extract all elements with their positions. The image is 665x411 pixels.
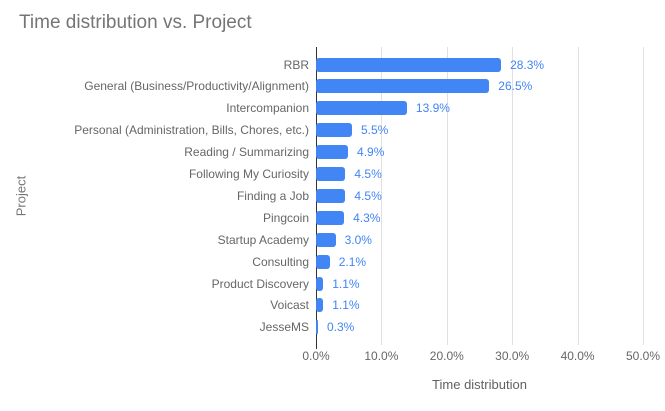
category-row: JesseMS xyxy=(0,317,309,338)
bar-value-label: 13.9% xyxy=(415,101,450,116)
category-label: Personal (Administration, Bills, Chores,… xyxy=(74,123,309,138)
bar xyxy=(316,79,490,94)
x-tick-label: 50.0% xyxy=(625,349,661,363)
bar-row: 4.5% xyxy=(316,164,643,185)
bar-value-label: 2.1% xyxy=(338,254,367,269)
gridline xyxy=(446,47,448,345)
category-label: Product Discovery xyxy=(211,276,309,291)
bar xyxy=(316,145,349,160)
category-row: RBR xyxy=(0,54,309,75)
bar xyxy=(316,298,324,313)
category-row: Finding a Job xyxy=(0,185,309,206)
bar-value-label: 4.3% xyxy=(353,210,381,225)
category-row: Product Discovery xyxy=(0,273,309,294)
category-row: Reading / Summarizing xyxy=(0,142,309,163)
bar xyxy=(316,167,346,182)
bar-row: 1.1% xyxy=(316,295,643,316)
chart-title: Time distribution vs. Project xyxy=(19,12,252,33)
bar-value-label: 1.1% xyxy=(332,276,360,291)
x-tick-label: 0.0% xyxy=(302,349,330,363)
bar-value-label: 26.5% xyxy=(498,79,533,94)
bar xyxy=(316,123,352,138)
bar xyxy=(316,254,330,269)
bar-value-label: 4.5% xyxy=(354,167,382,182)
bar xyxy=(316,276,324,291)
gridline xyxy=(643,47,644,345)
category-row: Consulting xyxy=(0,251,309,272)
bar xyxy=(316,101,407,116)
category-label: General (Business/Productivity/Alignment… xyxy=(84,79,309,94)
bar-row: 0.3% xyxy=(316,317,643,338)
category-row: Intercompanion xyxy=(0,98,309,119)
category-label: Consulting xyxy=(252,254,309,269)
bar xyxy=(316,320,318,335)
x-tick-label: 10.0% xyxy=(364,349,399,363)
category-row: Startup Academy xyxy=(0,229,309,250)
gridline xyxy=(512,47,514,345)
bar xyxy=(316,57,502,72)
bar-row: 3.0% xyxy=(316,229,643,250)
x-axis-tick-labels: 0.0% 10.0% 20.0% 30.0% 40.0% 50.0% xyxy=(302,349,660,363)
bar-row: 1.1% xyxy=(316,273,643,294)
bar-value-label: 28.3% xyxy=(510,57,545,72)
bar-row: 4.5% xyxy=(316,185,643,206)
category-row: Voicast xyxy=(0,295,309,316)
bar-value-label: 4.9% xyxy=(357,145,385,160)
category-row: Personal (Administration, Bills, Chores,… xyxy=(0,120,309,141)
bar-row: 5.5% xyxy=(316,120,643,141)
x-axis-title: Time distribution xyxy=(432,377,527,392)
bar-value-label: 3.0% xyxy=(344,232,372,247)
gridline xyxy=(381,47,383,345)
bar-row: 26.5% xyxy=(316,76,643,97)
bar-row: 4.3% xyxy=(316,207,643,228)
category-label: Voicast xyxy=(270,298,309,313)
category-label: Following My Curiosity xyxy=(188,167,309,182)
category-label: Intercompanion xyxy=(226,101,309,116)
category-label: RBR xyxy=(283,57,309,72)
category-row: General (Business/Productivity/Alignment… xyxy=(0,76,309,97)
bar-row: 28.3% xyxy=(316,54,643,75)
bar xyxy=(316,232,336,247)
bar xyxy=(316,188,346,203)
bar-value-label: 0.3% xyxy=(326,320,355,335)
bar xyxy=(316,210,345,225)
x-tick-label: 40.0% xyxy=(560,349,595,363)
category-label: Pingcoin xyxy=(262,210,309,225)
bar-row: 13.9% xyxy=(316,98,643,119)
category-row: Pingcoin xyxy=(0,207,309,228)
bar-value-label: 1.1% xyxy=(332,298,360,313)
category-label: Startup Academy xyxy=(217,232,309,247)
category-label: Reading / Summarizing xyxy=(184,145,309,160)
plot-area: 28.3% 26.5% 13.9% 5.5% 4.9% 4.5% 4.5% 4.… xyxy=(316,47,644,349)
bar-value-label: 4.5% xyxy=(354,188,382,203)
category-label: JesseMS xyxy=(259,320,309,335)
bar-row: 2.1% xyxy=(316,251,643,272)
x-tick-label: 30.0% xyxy=(495,349,530,363)
gridline xyxy=(577,47,579,345)
bar-value-label: 5.5% xyxy=(360,123,389,138)
bar-row: 4.9% xyxy=(316,142,643,163)
x-tick-label: 20.0% xyxy=(429,349,464,363)
category-row: Following My Curiosity xyxy=(0,164,309,185)
y-axis-category-labels: RBR General (Business/Productivity/Align… xyxy=(0,47,309,345)
category-label: Finding a Job xyxy=(236,188,309,203)
